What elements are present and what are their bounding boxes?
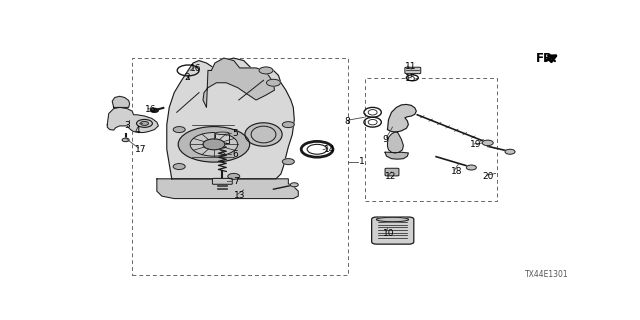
Text: 13: 13 <box>234 191 245 200</box>
Polygon shape <box>157 179 298 198</box>
Text: TX44E1301: TX44E1301 <box>525 270 568 279</box>
FancyBboxPatch shape <box>405 67 420 74</box>
Text: 8: 8 <box>344 117 350 126</box>
FancyBboxPatch shape <box>372 217 414 244</box>
Polygon shape <box>385 152 408 159</box>
Text: 18: 18 <box>451 167 462 176</box>
Polygon shape <box>388 104 416 132</box>
FancyBboxPatch shape <box>212 178 232 184</box>
Text: 17: 17 <box>134 145 146 154</box>
Bar <box>365 78 497 201</box>
Text: FR.: FR. <box>536 52 558 65</box>
Circle shape <box>410 76 415 79</box>
Text: 14: 14 <box>324 145 335 154</box>
Text: 2: 2 <box>184 73 190 82</box>
Text: 5: 5 <box>233 129 239 138</box>
Circle shape <box>291 183 298 187</box>
Polygon shape <box>108 108 158 132</box>
Text: 11: 11 <box>405 62 417 71</box>
Text: 16: 16 <box>190 64 202 73</box>
Circle shape <box>282 122 294 128</box>
Circle shape <box>259 67 273 74</box>
Text: 9: 9 <box>383 135 388 144</box>
Text: 7: 7 <box>233 177 239 186</box>
Text: 10: 10 <box>383 228 394 237</box>
Circle shape <box>122 138 129 142</box>
Polygon shape <box>388 132 403 153</box>
Circle shape <box>178 127 250 162</box>
Bar <box>216 133 229 143</box>
Text: 20: 20 <box>483 172 494 181</box>
Circle shape <box>173 164 185 170</box>
Text: 1: 1 <box>359 157 365 166</box>
Polygon shape <box>167 58 294 179</box>
Circle shape <box>282 159 294 164</box>
Ellipse shape <box>216 132 229 134</box>
Text: 3: 3 <box>125 121 131 130</box>
Text: 12: 12 <box>385 172 396 181</box>
Circle shape <box>150 108 158 112</box>
Text: 19: 19 <box>470 140 482 149</box>
Polygon shape <box>203 58 275 108</box>
Text: 6: 6 <box>233 150 239 159</box>
Circle shape <box>203 139 225 150</box>
Circle shape <box>173 127 185 132</box>
Ellipse shape <box>376 217 408 222</box>
Text: 16: 16 <box>145 105 156 114</box>
Circle shape <box>266 79 280 86</box>
Circle shape <box>505 149 515 154</box>
Polygon shape <box>112 96 129 108</box>
Bar <box>132 58 348 275</box>
Circle shape <box>141 121 148 125</box>
Text: 15: 15 <box>405 74 417 83</box>
Circle shape <box>483 140 493 146</box>
FancyBboxPatch shape <box>385 168 399 176</box>
Circle shape <box>136 119 152 127</box>
Text: 4: 4 <box>134 126 140 135</box>
Circle shape <box>467 165 476 170</box>
Ellipse shape <box>245 123 282 146</box>
Circle shape <box>228 173 240 179</box>
Circle shape <box>190 132 237 156</box>
